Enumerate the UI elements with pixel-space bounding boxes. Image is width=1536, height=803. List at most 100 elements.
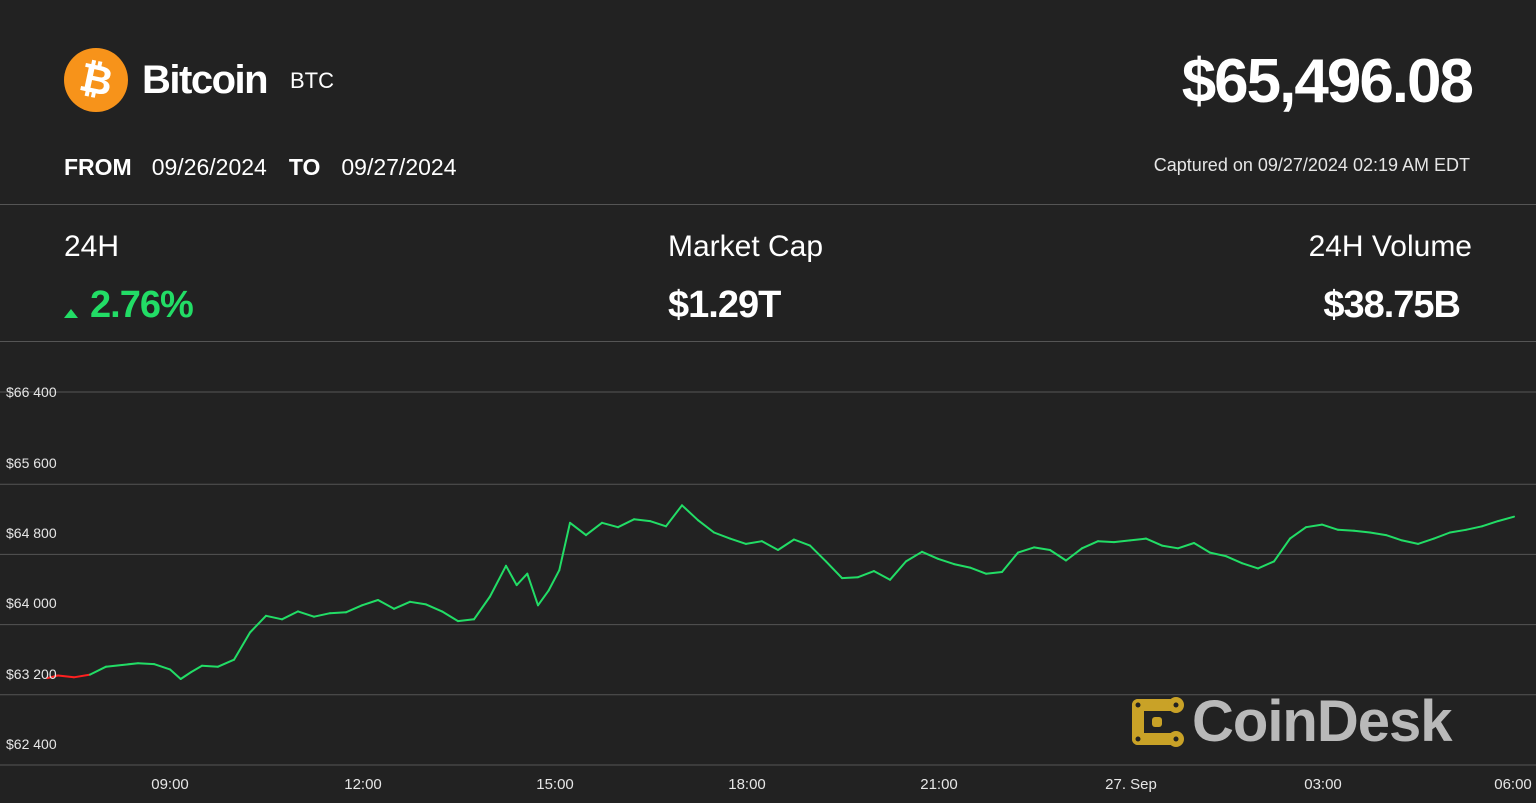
y-tick-label: $65 600 bbox=[6, 455, 57, 471]
price-line-segment bbox=[1353, 529, 1371, 534]
price-line-segment bbox=[985, 571, 1003, 575]
y-tick-label: $63 200 bbox=[6, 666, 57, 682]
price-line-segment bbox=[729, 537, 747, 545]
x-tick-label: 12:00 bbox=[344, 776, 382, 793]
price-line-segment bbox=[697, 519, 715, 534]
price-line-segment bbox=[713, 531, 731, 540]
header-divider bbox=[0, 204, 1536, 205]
price-line-segment bbox=[937, 557, 955, 566]
price-line-segment bbox=[841, 576, 859, 580]
price-line-segment bbox=[1289, 526, 1307, 540]
price-line-segment bbox=[345, 604, 363, 614]
price-line-segment bbox=[1049, 549, 1067, 562]
price-line-segment bbox=[233, 631, 251, 661]
x-tick-label: 09:00 bbox=[151, 776, 189, 793]
triangle-up-icon bbox=[64, 309, 78, 318]
price-line-segment bbox=[1033, 546, 1051, 551]
y-tick-label: $64 800 bbox=[6, 525, 57, 541]
price-line-segment bbox=[57, 674, 75, 679]
price-line-segment bbox=[537, 589, 550, 607]
price-line-segment bbox=[558, 521, 571, 572]
price-line-segment bbox=[377, 599, 395, 610]
price-line-segment bbox=[969, 566, 987, 575]
price-line-segment bbox=[1001, 551, 1019, 573]
price-line-segment bbox=[1161, 544, 1179, 550]
volume-value: $38.75B bbox=[1323, 284, 1461, 326]
price-line-segment bbox=[633, 518, 651, 523]
price-line-segment bbox=[857, 570, 875, 579]
price-line-segment bbox=[1401, 539, 1419, 545]
price-line-segment bbox=[425, 603, 443, 613]
price-line-segment bbox=[281, 610, 299, 621]
date-range: FROM 09/26/2024 TO 09/27/2024 bbox=[64, 154, 457, 181]
price-line-segment bbox=[1337, 528, 1355, 532]
price-line-segment bbox=[190, 664, 203, 673]
price-line-segment bbox=[137, 662, 155, 666]
y-tick-label: $62 400 bbox=[6, 736, 57, 752]
price-line-segment bbox=[1241, 562, 1259, 570]
price-line-segment bbox=[361, 599, 379, 607]
price-line-segment bbox=[889, 560, 907, 581]
price-line-segment bbox=[873, 570, 891, 581]
change-value: 2.76% bbox=[90, 284, 194, 326]
x-tick-label: 15:00 bbox=[536, 776, 574, 793]
x-tick-label: 06:00 bbox=[1494, 776, 1532, 793]
price-line-segment bbox=[1417, 537, 1435, 545]
current-price: $65,496.08 bbox=[1181, 47, 1474, 116]
volume-label: 24H Volume bbox=[1308, 230, 1472, 263]
y-tick-label: $66 400 bbox=[6, 384, 57, 400]
x-tick-label: 03:00 bbox=[1304, 776, 1342, 793]
change-value-group: 2.76% bbox=[64, 284, 194, 327]
price-line-segment bbox=[441, 610, 459, 623]
price-line-segment bbox=[745, 540, 763, 545]
price-line-segment bbox=[201, 664, 219, 668]
price-line-segment bbox=[121, 662, 139, 666]
x-tick-label: 21:00 bbox=[920, 776, 958, 793]
price-line-segment bbox=[1017, 546, 1035, 554]
price-line-segment bbox=[921, 550, 939, 560]
price-line-segment bbox=[1081, 540, 1099, 550]
price-line-segment bbox=[1193, 542, 1211, 554]
coindesk-logo-icon bbox=[1132, 696, 1184, 747]
price-line-segment bbox=[1385, 534, 1403, 542]
price-line-segment bbox=[489, 564, 507, 598]
watermark-text: CoinDesk bbox=[1192, 689, 1453, 754]
price-line-segment bbox=[617, 518, 635, 529]
from-label: FROM bbox=[64, 154, 132, 180]
y-tick-label: $64 000 bbox=[6, 595, 57, 611]
price-line-segment bbox=[825, 560, 843, 580]
from-date: 09/26/2024 bbox=[151, 154, 267, 180]
price-line-segment bbox=[46, 674, 59, 680]
price-line-segment bbox=[1273, 537, 1291, 563]
price-line-segment bbox=[1497, 515, 1515, 523]
price-line-segment bbox=[1113, 539, 1131, 544]
price-line-segment bbox=[1449, 528, 1467, 534]
price-line-segment bbox=[329, 611, 347, 615]
price-line-segment bbox=[297, 610, 315, 618]
price-line-segment bbox=[169, 668, 182, 680]
price-line-segment bbox=[1433, 531, 1451, 540]
price-line-segment bbox=[505, 564, 518, 587]
price-line-segment bbox=[1481, 520, 1499, 528]
price-line-segment bbox=[1129, 537, 1147, 542]
price-line-segment bbox=[905, 550, 923, 563]
price-line-segment bbox=[681, 504, 699, 522]
price-line-segment bbox=[1465, 525, 1483, 531]
price-line-segment bbox=[601, 521, 619, 529]
price-line-segment bbox=[217, 658, 235, 668]
price-line-segment bbox=[1065, 547, 1083, 562]
coindesk-watermark: CoinDesk bbox=[1128, 688, 1453, 755]
price-line-segment bbox=[547, 569, 561, 592]
market-cap-value: $1.29T bbox=[668, 284, 781, 326]
price-line-segment bbox=[1097, 540, 1115, 544]
price-line-segment bbox=[793, 538, 811, 547]
price-line-segment bbox=[1177, 542, 1195, 550]
bitcoin-logo-icon: ₿ bbox=[64, 48, 128, 112]
market-cap-label: Market Cap bbox=[668, 230, 824, 263]
price-line-segment bbox=[457, 618, 475, 623]
price-line-segment bbox=[249, 614, 267, 634]
to-label: TO bbox=[288, 154, 321, 180]
price-line-segment bbox=[73, 673, 91, 679]
price-line-segment bbox=[1225, 555, 1243, 565]
